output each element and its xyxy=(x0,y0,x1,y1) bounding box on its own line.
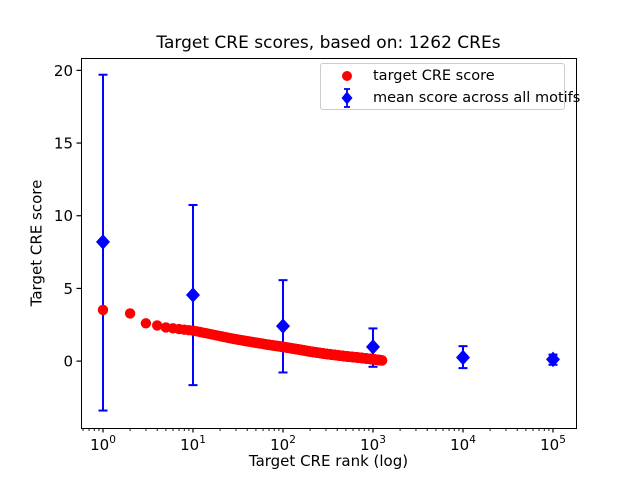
x-tick-label: 101 xyxy=(180,434,206,454)
target-score-series xyxy=(97,304,388,366)
mean-diamond-marker xyxy=(365,339,380,355)
x-axis-label: Target CRE rank (log) xyxy=(248,452,409,470)
x-tick-label: 105 xyxy=(540,434,566,454)
mean-diamond-marker xyxy=(455,349,470,366)
red-dot-icon xyxy=(321,68,373,84)
legend-entry-target: target CRE score xyxy=(321,65,564,87)
legend-label-mean: mean score across all motifs xyxy=(373,89,581,106)
target-score-point xyxy=(124,308,136,319)
target-score-point xyxy=(376,355,388,366)
y-axis-ticks: 0 5 10 15 20 xyxy=(54,62,81,371)
y-tick-label: 20 xyxy=(54,62,73,80)
mean-diamond-marker xyxy=(275,318,290,334)
x-tick-label: 102 xyxy=(270,434,296,454)
legend-label-target: target CRE score xyxy=(373,67,495,84)
target-score-point xyxy=(140,318,152,329)
x-axis-ticks: 100 101 102 103 104 105 xyxy=(90,428,566,454)
mean-diamond-marker xyxy=(545,351,560,368)
y-tick-label: 10 xyxy=(54,207,73,225)
x-tick-label: 104 xyxy=(450,434,476,454)
x-tick-label: 100 xyxy=(90,434,116,454)
plot-frame xyxy=(81,58,577,429)
y-tick-label: 0 xyxy=(63,353,73,371)
y-tick-label: 15 xyxy=(54,135,73,153)
y-tick-label: 5 xyxy=(63,280,73,298)
target-score-point xyxy=(152,320,163,331)
legend-entry-mean: mean score across all motifs xyxy=(321,87,580,109)
legend: target CRE score mean score across all m… xyxy=(320,63,580,110)
x-axis-minor-ticks xyxy=(82,428,550,431)
mean-diamond-marker xyxy=(185,287,200,303)
mean-errorbar-lines xyxy=(98,73,558,412)
target-score-point xyxy=(97,304,109,316)
mean-diamond-markers xyxy=(95,234,560,368)
x-tick-label: 103 xyxy=(360,434,386,454)
mean-diamond-marker xyxy=(95,234,110,250)
chart-title: Target CRE scores, based on: 1262 CREs xyxy=(156,33,501,53)
blue-diamond-icon xyxy=(321,87,373,109)
